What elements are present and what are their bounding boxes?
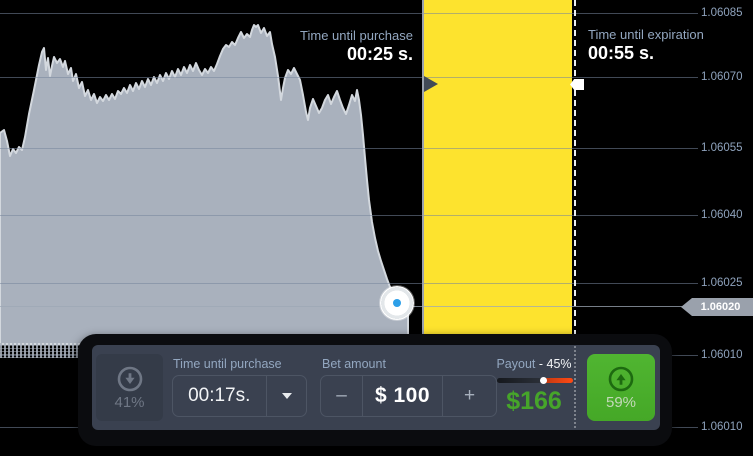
expiration-time-line bbox=[574, 0, 576, 346]
chart-baseline-noise bbox=[0, 343, 92, 358]
current-price-badge: 1.06020 bbox=[681, 298, 753, 316]
gridline bbox=[0, 283, 698, 284]
expiration-countdown-label: Time until expiration bbox=[588, 27, 704, 42]
bet-increase-button[interactable]: + bbox=[442, 376, 496, 416]
chevron-down-icon bbox=[281, 393, 292, 399]
gridline bbox=[0, 215, 698, 216]
bet-amount-stepper: – $ 100 + bbox=[320, 375, 497, 417]
payout-label: Payout bbox=[496, 357, 536, 371]
payout-amount-value: $166 bbox=[506, 387, 562, 415]
arrow-up-circle-icon bbox=[608, 366, 634, 391]
purchase-time-field-label: Time until purchase bbox=[173, 357, 282, 371]
purchase-time-dropdown[interactable]: 00:17s. bbox=[172, 375, 307, 417]
axis-tick-label: 1.06010 bbox=[701, 421, 743, 433]
crosshair-dot bbox=[393, 299, 401, 307]
axis-tick-label: 1.06025 bbox=[701, 277, 743, 289]
expiration-time-line-over-panel bbox=[574, 346, 576, 428]
purchase-countdown-label: Time until purchase bbox=[300, 28, 413, 43]
payout-slider-red-zone bbox=[544, 378, 573, 383]
trade-panel: 41% Time until purchase 00:17s. Bet amou… bbox=[92, 345, 660, 430]
bet-higher-button[interactable]: 59% bbox=[587, 354, 655, 421]
current-price-line bbox=[0, 306, 684, 307]
payout-slider[interactable] bbox=[497, 377, 573, 384]
axis-tick-label: 1.06070 bbox=[701, 71, 743, 83]
expiration-countdown-note: Time until expiration 00:55 s. bbox=[588, 26, 704, 63]
higher-percent-label: 59% bbox=[605, 393, 637, 411]
lower-percent-label: 41% bbox=[114, 393, 145, 411]
purchase-time-line bbox=[422, 0, 424, 346]
purchase-time-value: 00:17s. bbox=[188, 385, 251, 406]
bet-decrease-button[interactable]: – bbox=[321, 376, 363, 416]
purchase-countdown-note: Time until purchase 00:25 s. bbox=[300, 27, 413, 64]
bet-amount-field-label: Bet amount bbox=[322, 357, 386, 371]
axis-tick-label: 1.06055 bbox=[701, 142, 743, 154]
bet-amount-value[interactable]: $ 100 bbox=[374, 384, 431, 407]
payout-rate-value: - 45% bbox=[538, 357, 572, 371]
bet-lower-button[interactable]: 41% bbox=[96, 354, 163, 421]
gridline bbox=[0, 148, 698, 149]
price-area-series bbox=[0, 24, 409, 345]
expiration-countdown-value: 00:55 s. bbox=[588, 43, 655, 63]
payout-slider-knob[interactable] bbox=[540, 377, 548, 384]
axis-tick-label: 1.06040 bbox=[701, 209, 743, 221]
expiration-marker-icon bbox=[570, 79, 584, 90]
payout-section: Payout - 45% $166 bbox=[488, 345, 580, 430]
payout-rate-row: Payout - 45% bbox=[488, 357, 580, 371]
strike-marker-icon bbox=[424, 76, 438, 92]
axis-tick-label: 1.06010 bbox=[701, 349, 743, 361]
current-price-value: 1.06020 bbox=[700, 301, 741, 313]
arrow-down-circle-icon bbox=[117, 366, 142, 391]
axis-tick-label: 1.06085 bbox=[701, 7, 743, 19]
purchase-window-band bbox=[424, 0, 572, 346]
dropdown-open-button[interactable] bbox=[267, 376, 306, 416]
gridline bbox=[0, 77, 698, 78]
field-divider bbox=[265, 376, 267, 416]
crosshair bbox=[380, 286, 414, 320]
purchase-countdown-value: 00:25 s. bbox=[346, 44, 413, 64]
gridline bbox=[0, 13, 698, 14]
